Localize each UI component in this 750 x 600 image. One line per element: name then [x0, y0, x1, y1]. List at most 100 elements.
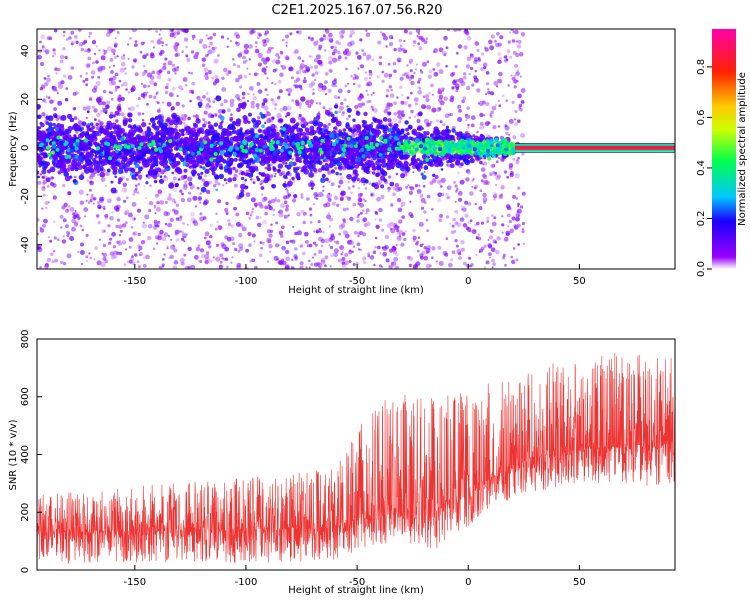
spectrogram-band-point: [361, 123, 366, 128]
spectrogram-band-point: [346, 173, 353, 180]
spectrogram-band-point: [267, 164, 271, 168]
spectrogram-band-point: [145, 181, 149, 185]
spectrogram-scatter-point: [254, 204, 258, 208]
spectrogram-scatter-point: [457, 104, 462, 109]
spectrogram-scatter-point: [308, 259, 311, 263]
spectrogram-scatter-point: [318, 191, 324, 198]
spectrogram-scatter-point: [118, 224, 123, 229]
spectrogram-scatter-point: [203, 200, 208, 206]
spectrogram-band-point: [139, 129, 143, 133]
spectrogram-scatter-point: [248, 243, 252, 247]
spectrogram-scatter-point: [339, 105, 344, 111]
spectrogram-scatter-point: [179, 189, 183, 193]
spectrogram-scatter-point: [380, 194, 385, 200]
spectrogram-scatter-point: [82, 41, 86, 46]
spectrogram-scatter-point: [216, 243, 219, 246]
spectrogram-scatter-point: [42, 185, 46, 189]
spectrogram-scatter-point: [181, 104, 185, 108]
spectrogram-scatter-point: [60, 226, 63, 229]
spectrogram-scatter-point: [184, 180, 188, 184]
spectrogram-scatter-point: [335, 240, 340, 245]
spectrogram-scatter-point: [310, 263, 314, 266]
spectrogram-scatter-point: [444, 252, 449, 257]
spectrogram-band-point: [413, 133, 417, 136]
spectrogram-scatter-point: [296, 69, 302, 75]
spectrogram-scatter-point: [116, 31, 120, 34]
spectrogram-scatter-point: [158, 69, 163, 74]
spectrogram-scatter-point: [152, 247, 156, 251]
spectrogram-scatter-point: [39, 173, 42, 176]
spectrogram-band-point: [170, 106, 175, 111]
spectrogram-band-point: [130, 168, 136, 173]
spectrogram-scatter-point: [359, 38, 363, 42]
spectrogram-scatter-point: [224, 207, 229, 212]
spectrogram-scatter-point: [208, 45, 211, 48]
spectrogram-scatter-point: [225, 201, 229, 206]
spectrogram-scatter-point: [430, 83, 434, 88]
spectrogram-scatter-point: [367, 254, 371, 258]
spectrogram-scatter-point: [409, 256, 414, 262]
spectrogram-scatter-point: [313, 192, 319, 197]
spectrogram-scatter-point: [211, 46, 216, 51]
spectrogram-scatter-point: [489, 172, 493, 177]
spectrogram-scatter-point: [348, 260, 352, 263]
spectrogram-scatter-point: [174, 72, 177, 75]
spectrogram-band-point: [265, 176, 270, 182]
spectrogram-scatter-point: [401, 93, 404, 97]
spectrogram-band-point: [214, 174, 220, 180]
spectrogram-band-point: [207, 121, 211, 125]
spectrogram-scatter-point: [53, 107, 57, 111]
spectrogram-scatter-point: [163, 232, 169, 238]
spectrogram-band-point: [117, 159, 121, 163]
spectrogram-scatter-point: [96, 45, 98, 48]
spectrogram-scatter-point: [154, 94, 157, 97]
spectrogram-scatter-point: [317, 111, 320, 114]
spectrogram-scatter-point: [368, 99, 372, 103]
spectrogram-scatter-point: [144, 214, 150, 220]
spectrogram-band-point: [197, 140, 203, 146]
spectrogram-scatter-point: [261, 219, 268, 225]
spectrogram-scatter-point: [124, 221, 128, 225]
spectrogram-scatter-point: [333, 95, 338, 99]
spectrogram-scatter-point: [431, 107, 437, 113]
spectrogram-band-point: [342, 128, 347, 132]
spectrogram-scatter-point: [434, 174, 439, 179]
spectrogram-scatter-point: [409, 58, 414, 63]
spectrogram-band-point: [203, 181, 210, 187]
spectrogram-band-point: [87, 146, 92, 150]
spectrogram-scatter-point: [115, 224, 119, 229]
spectrogram-scatter-point: [57, 83, 64, 89]
spectrogram-scatter-point: [418, 87, 422, 90]
spectrogram-scatter-point: [365, 32, 371, 37]
spectrogram-band-point: [236, 153, 240, 157]
spectrogram-scatter-point: [406, 96, 410, 100]
spectrogram-scatter-point: [474, 70, 477, 73]
spectrogram-scatter-point: [209, 235, 213, 239]
spectrogram-scatter-point: [110, 97, 114, 101]
spectrogram-scatter-point: [507, 225, 510, 228]
spectrogram-scatter-point: [501, 231, 504, 234]
spectrogram-scatter-point: [492, 170, 495, 174]
spectrogram-band-point: [318, 160, 323, 166]
spectrogram-scatter-point: [285, 44, 288, 47]
spectrogram-band-point: [245, 146, 249, 150]
spectrogram-scatter-point: [96, 200, 101, 205]
spectrogram-scatter-point: [498, 157, 500, 159]
spectrogram-band-point: [133, 136, 137, 140]
spectrogram-scatter-point: [181, 231, 184, 234]
spectrogram-scatter-point: [172, 244, 175, 247]
spectrogram-scatter-point: [254, 265, 258, 269]
spectrogram-band-point: [293, 194, 298, 199]
spectrogram-scatter-point: [130, 226, 134, 229]
spectrogram-scatter-point: [368, 69, 372, 74]
spectrogram-scatter-point: [377, 40, 382, 45]
spectrogram-band-point: [200, 159, 206, 165]
spectrogram-scatter-point: [129, 37, 132, 40]
spectrogram-scatter-point: [230, 113, 233, 116]
spectrogram-scatter-point: [88, 97, 93, 101]
spectrogram-scatter-point: [167, 222, 172, 228]
spectrogram-scatter-point: [308, 55, 311, 58]
spectrogram-scatter-point: [212, 256, 215, 259]
spectrogram-scatter-point: [373, 108, 378, 113]
spectrogram-scatter-point: [251, 233, 256, 238]
